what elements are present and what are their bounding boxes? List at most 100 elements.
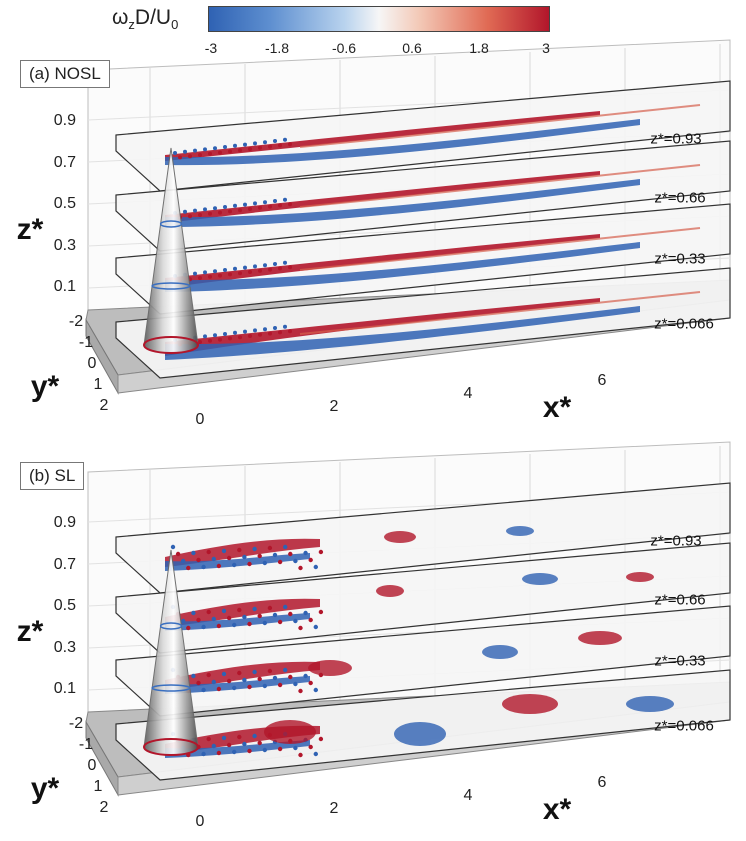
slice-plane-1: [115, 140, 731, 252]
vortex-dot: [247, 561, 252, 567]
x-tick-label: 6: [597, 372, 607, 389]
vortex-dot: [228, 209, 232, 214]
vortex-dot: [272, 612, 278, 618]
vorticity-streak-negative: [165, 306, 640, 360]
vortex-dot: [263, 263, 267, 268]
vortex-dot: [223, 268, 227, 272]
cone-base-ring: [143, 336, 199, 354]
plane-label: z*=0.33: [654, 250, 706, 268]
vortex-dot: [201, 751, 206, 757]
y-tick-label: 0: [87, 355, 97, 372]
panel-label: (b) SL: [20, 462, 85, 490]
vortex-dot: [211, 679, 216, 685]
vortex-dot: [298, 565, 303, 571]
vortex-dot: [206, 736, 211, 742]
x-tick-label: 4: [463, 787, 473, 804]
vortex-dot: [242, 677, 247, 683]
vortex-dot: [247, 621, 252, 627]
vortex-dot: [226, 678, 232, 684]
vorticity-streak-negative: [165, 613, 310, 631]
vortex-dot: [247, 684, 252, 690]
vortex-dot: [288, 142, 292, 147]
vortex-dot: [273, 326, 277, 330]
y-tick-label: 1: [93, 778, 103, 795]
vortex-dot: [313, 624, 318, 630]
vortex-dot: [196, 617, 201, 623]
colorbar-tick: -0.6: [331, 40, 357, 56]
vortex-dot: [273, 199, 277, 203]
vortex-dot: [175, 551, 181, 557]
vortex-dot: [193, 271, 197, 276]
vortex-dot: [233, 143, 237, 148]
vortex-dot: [283, 544, 288, 550]
shed-vortex: [522, 573, 558, 585]
vortex-dot: [216, 623, 222, 629]
vortex-dot: [201, 624, 206, 630]
slice-plane-1: [115, 542, 731, 654]
vortex-dot: [278, 203, 282, 208]
vortex-dot: [267, 668, 273, 674]
vortex-dot: [288, 611, 293, 617]
vortex-dot: [313, 751, 318, 757]
vorticity-streak-secondary: [299, 164, 701, 208]
z-tick-label: 0.3: [53, 236, 76, 254]
vortex-dot: [243, 142, 247, 147]
vorticity-streak-secondary: [299, 104, 701, 148]
cone-slice-ring: [151, 684, 191, 692]
vortex-dot: [278, 330, 282, 335]
plane-label: z*=0.66: [654, 189, 706, 207]
y-tick-label: -2: [68, 313, 84, 330]
vortex-dot: [288, 674, 293, 680]
vortex-dot: [252, 733, 257, 739]
vortex-dot: [193, 148, 197, 153]
vortex-dot: [238, 335, 242, 340]
vortex-dot: [252, 546, 257, 552]
slice-plane-3: [115, 669, 731, 781]
cone: [143, 147, 199, 354]
vortex-dot: [288, 329, 292, 334]
panel-b: [85, 441, 731, 797]
vortex-dot: [228, 149, 232, 154]
panel-a: [85, 39, 731, 395]
vortex-dot: [211, 743, 216, 749]
vortex-dot: [232, 622, 237, 628]
vortex-dot: [191, 673, 196, 679]
vortex-dot: [221, 548, 227, 554]
vortex-dot: [242, 554, 247, 560]
vortex-dot: [201, 687, 206, 693]
vortex-dot: [213, 333, 217, 338]
vortex-dot: [263, 200, 267, 205]
vortex-dot: [283, 324, 287, 329]
vortex-dot: [226, 615, 232, 621]
y-tick-label: 2: [99, 799, 109, 816]
vorticity-streak-positive: [165, 111, 600, 161]
plane-label: z*=0.066: [654, 717, 714, 735]
vortex-dot: [206, 672, 211, 678]
vortex-dot: [318, 549, 324, 555]
vortex-dot: [208, 338, 212, 343]
vortex-dot: [313, 564, 318, 570]
vortex-dot: [268, 204, 272, 209]
vortex-dot: [221, 735, 227, 741]
vortex-dot: [283, 260, 287, 265]
vortex-dot: [228, 272, 232, 277]
z-axis-title: z*: [16, 213, 44, 246]
vortex-dot: [278, 143, 282, 148]
colorbar-tick: 3: [542, 40, 550, 56]
slice-plane-0: [115, 80, 731, 192]
vortex-dot: [298, 752, 303, 758]
vortex-dot: [243, 265, 247, 270]
vorticity-streak-secondary: [299, 227, 701, 271]
shed-vortex: [626, 572, 654, 582]
vortex-dot: [253, 264, 257, 269]
vortex-dot: [191, 610, 196, 616]
vortex-dot: [223, 332, 227, 336]
vortex-dot: [293, 745, 298, 751]
vortex-dot: [258, 205, 262, 210]
vortex-dot: [318, 609, 324, 615]
vortex-dot: [237, 670, 242, 676]
vorticity-streak-positive: [165, 298, 600, 356]
x-axis-title: x*: [542, 391, 572, 424]
y-tick-label: 2: [99, 397, 109, 414]
vortex-dot: [277, 682, 283, 688]
